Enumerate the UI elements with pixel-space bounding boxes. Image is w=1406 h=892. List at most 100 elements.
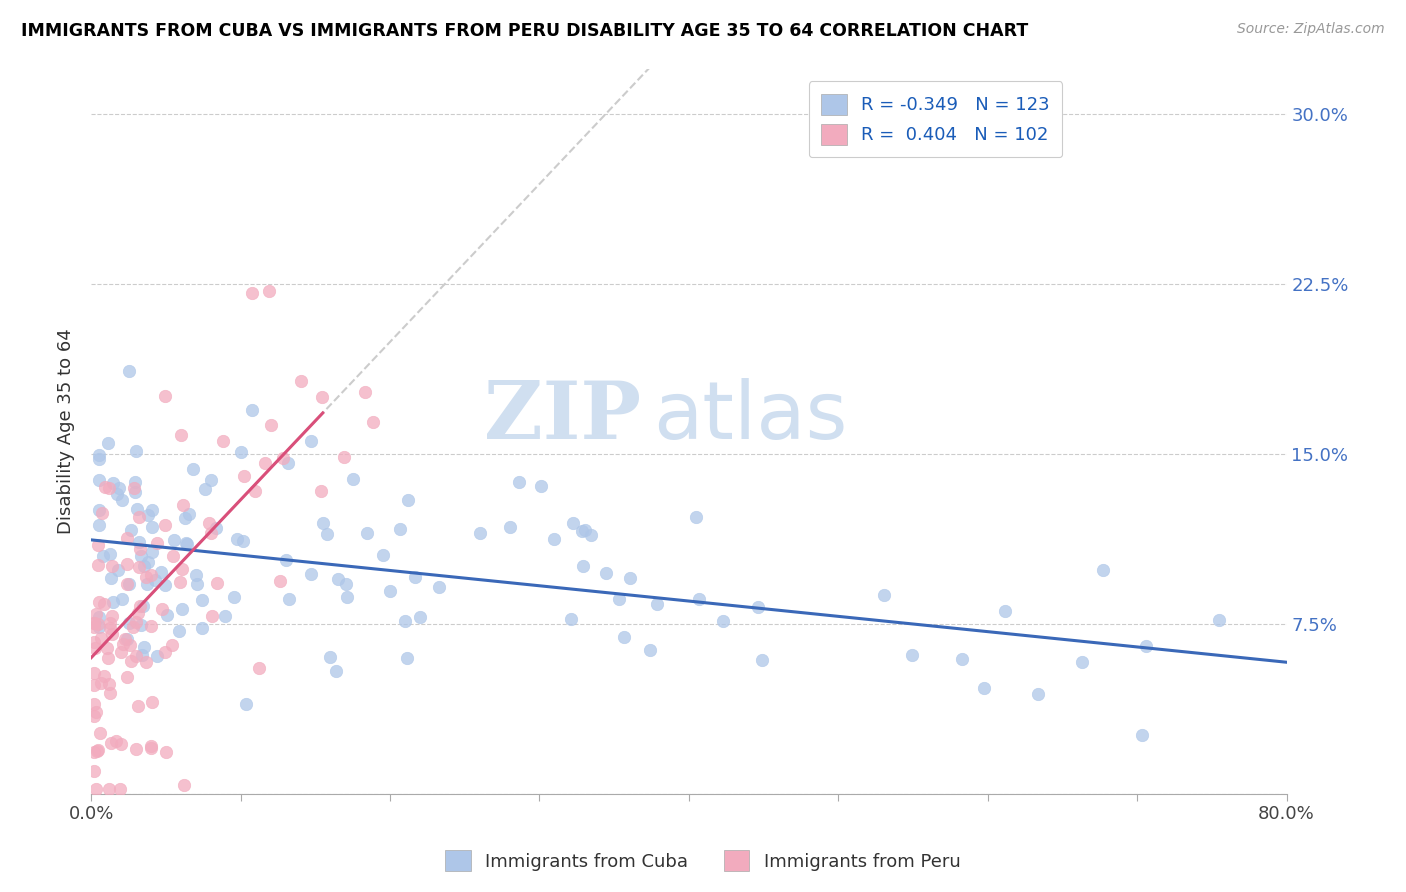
- Point: [118, 638, 141, 652]
- Point: [873, 588, 896, 602]
- Point: [83, 709, 105, 723]
- Point: [87, 503, 110, 517]
- Point: [335, 576, 357, 591]
- Point: [205, 576, 228, 591]
- Point: [427, 580, 450, 594]
- Point: [100, 571, 122, 585]
- Point: [224, 590, 246, 604]
- Point: [645, 597, 668, 611]
- Point: [579, 528, 602, 542]
- Point: [191, 621, 214, 635]
- Point: [107, 563, 129, 577]
- Point: [150, 565, 173, 579]
- Point: [378, 584, 401, 599]
- Point: [299, 566, 322, 581]
- Point: [155, 745, 177, 759]
- Point: [134, 558, 156, 573]
- Point: [277, 456, 299, 470]
- Point: [242, 402, 264, 417]
- Point: [900, 648, 922, 663]
- Point: [184, 567, 207, 582]
- Point: [100, 736, 122, 750]
- Point: [84, 607, 107, 621]
- Point: [176, 537, 198, 551]
- Point: [120, 523, 142, 537]
- Point: [83, 615, 105, 630]
- Point: [270, 574, 292, 588]
- Point: [170, 428, 193, 442]
- Point: [747, 599, 769, 614]
- Point: [561, 516, 583, 530]
- Point: [122, 620, 145, 634]
- Point: [83, 764, 105, 778]
- Point: [508, 475, 530, 489]
- Point: [87, 620, 110, 634]
- Point: [229, 444, 252, 458]
- Point: [257, 284, 280, 298]
- Text: Source: ZipAtlas.com: Source: ZipAtlas.com: [1237, 22, 1385, 37]
- Point: [174, 536, 197, 550]
- Point: [214, 608, 236, 623]
- Point: [101, 627, 124, 641]
- Point: [167, 624, 190, 638]
- Point: [84, 641, 107, 656]
- Point: [129, 618, 152, 632]
- Point: [131, 648, 153, 662]
- Point: [124, 485, 146, 500]
- Point: [91, 549, 114, 563]
- Point: [409, 610, 432, 624]
- Point: [129, 599, 152, 614]
- Point: [396, 493, 419, 508]
- Point: [132, 599, 155, 613]
- Point: [751, 653, 773, 667]
- Point: [132, 640, 155, 654]
- Point: [105, 487, 128, 501]
- Point: [560, 612, 582, 626]
- Point: [115, 632, 138, 647]
- Point: [950, 651, 973, 665]
- Point: [96, 436, 118, 450]
- Point: [84, 705, 107, 719]
- Point: [93, 669, 115, 683]
- Point: [86, 744, 108, 758]
- Legend: R = -0.349   N = 123, R =  0.404   N = 102: R = -0.349 N = 123, R = 0.404 N = 102: [808, 81, 1063, 157]
- Point: [108, 481, 131, 495]
- Point: [89, 726, 111, 740]
- Point: [136, 556, 159, 570]
- Point: [145, 649, 167, 664]
- Point: [87, 538, 110, 552]
- Point: [290, 374, 312, 388]
- Point: [101, 609, 124, 624]
- Point: [571, 558, 593, 573]
- Point: [105, 734, 128, 748]
- Point: [141, 502, 163, 516]
- Point: [685, 510, 707, 524]
- Point: [233, 468, 256, 483]
- Point: [108, 782, 131, 797]
- Point: [153, 518, 176, 533]
- Point: [299, 434, 322, 449]
- Point: [139, 739, 162, 753]
- Point: [173, 778, 195, 792]
- Point: [312, 516, 335, 530]
- Point: [101, 476, 124, 491]
- Point: [128, 509, 150, 524]
- Point: [163, 533, 186, 547]
- Point: [87, 474, 110, 488]
- Point: [173, 498, 195, 512]
- Point: [160, 638, 183, 652]
- Point: [389, 522, 412, 536]
- Point: [191, 593, 214, 607]
- Point: [1026, 687, 1049, 701]
- Point: [125, 502, 148, 516]
- Point: [98, 481, 121, 495]
- Point: [326, 572, 349, 586]
- Point: [150, 601, 173, 615]
- Point: [124, 742, 146, 756]
- Point: [194, 482, 217, 496]
- Point: [336, 590, 359, 604]
- Point: [316, 527, 339, 541]
- Point: [87, 448, 110, 462]
- Point: [86, 617, 108, 632]
- Point: [1130, 727, 1153, 741]
